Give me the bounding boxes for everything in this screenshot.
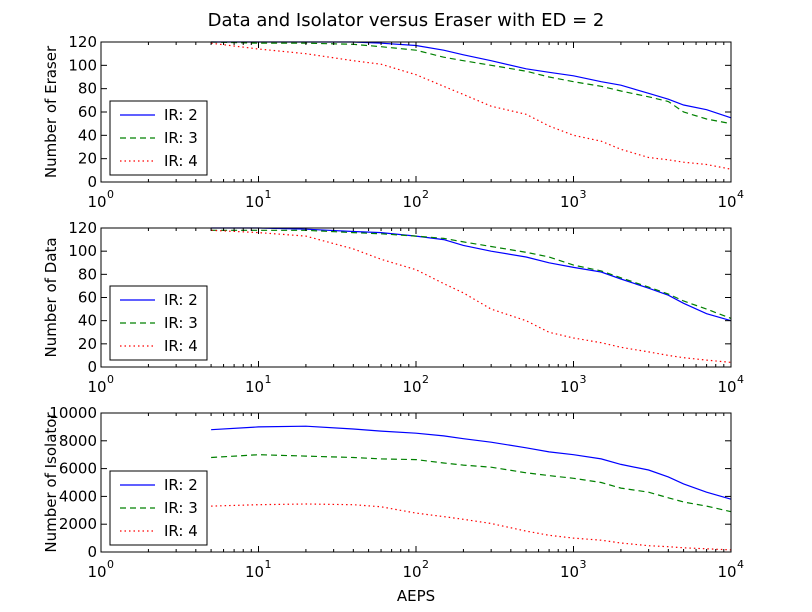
x-tick-exponent: 2 <box>422 558 429 571</box>
y-tick-label: 0 <box>87 358 97 376</box>
y-tick-label: 0 <box>87 173 97 191</box>
x-tick-exponent: 3 <box>580 188 587 201</box>
y-tick-label: 60 <box>78 289 97 307</box>
x-tick-label: 10 <box>402 563 421 581</box>
y-tick-label: 120 <box>68 219 97 237</box>
x-tick-label: 10 <box>87 563 106 581</box>
legend-label: IR: 2 <box>164 106 198 124</box>
y-tick-label: 80 <box>78 80 97 98</box>
y-tick-label: 40 <box>78 126 97 144</box>
x-tick-label: 10 <box>717 378 736 396</box>
x-tick-label: 10 <box>245 563 264 581</box>
y-axis-label: Number of Isolator <box>42 412 60 553</box>
x-tick-exponent: 1 <box>265 558 272 571</box>
legend: IR: 2 IR: 3 IR: 4 <box>109 100 208 176</box>
x-tick-exponent: 4 <box>737 188 744 201</box>
x-tick-exponent: 2 <box>422 373 429 386</box>
x-tick-label: 10 <box>717 563 736 581</box>
x-axis-label: AEPS <box>397 587 435 605</box>
legend-box <box>109 285 208 361</box>
y-tick-label: 0 <box>87 543 97 561</box>
legend-label: IR: 4 <box>164 522 198 540</box>
y-tick-label: 100 <box>68 56 97 74</box>
series-line-ir-3 <box>211 454 732 513</box>
series-line-ir-2 <box>211 425 732 500</box>
x-tick-label: 10 <box>717 193 736 211</box>
series-line-ir-4 <box>211 229 732 363</box>
y-axis-label: Number of Eraser <box>42 45 60 178</box>
y-tick-label: 60 <box>78 103 97 121</box>
y-tick-label: 80 <box>78 265 97 283</box>
series-line-ir-4 <box>211 503 732 551</box>
y-tick-label: 10000 <box>49 404 97 422</box>
legend-label: IR: 3 <box>164 129 198 147</box>
y-axis-label: Number of Data <box>42 237 60 357</box>
x-tick-exponent: 1 <box>265 188 272 201</box>
legend-label: IR: 3 <box>164 499 198 517</box>
x-tick-exponent: 2 <box>422 188 429 201</box>
y-tick-label: 120 <box>68 33 97 51</box>
legend-label: IR: 4 <box>164 152 198 170</box>
x-tick-label: 10 <box>245 193 264 211</box>
x-tick-label: 10 <box>560 378 579 396</box>
y-tick-label: 2000 <box>59 515 97 533</box>
x-tick-label: 10 <box>87 193 106 211</box>
x-tick-exponent: 4 <box>737 373 744 386</box>
y-tick-label: 4000 <box>59 487 97 505</box>
legend-label: IR: 3 <box>164 314 198 332</box>
legend-label: IR: 2 <box>164 291 198 309</box>
series-line-ir-3 <box>211 229 732 319</box>
series-line-ir-3 <box>211 41 732 125</box>
legend-label: IR: 2 <box>164 476 198 494</box>
x-tick-label: 10 <box>402 378 421 396</box>
x-tick-exponent: 3 <box>580 558 587 571</box>
y-tick-label: 6000 <box>59 460 97 478</box>
legend-label: IR: 4 <box>164 337 198 355</box>
x-tick-exponent: 3 <box>580 373 587 386</box>
chart-title: Data and Isolator versus Eraser with ED … <box>208 10 605 31</box>
x-tick-label: 10 <box>560 193 579 211</box>
x-tick-exponent: 0 <box>107 373 114 386</box>
y-tick-label: 100 <box>68 242 97 260</box>
x-tick-exponent: 1 <box>265 373 272 386</box>
x-tick-exponent: 0 <box>107 558 114 571</box>
series-line-ir-2 <box>211 227 732 322</box>
legend-box <box>109 100 208 176</box>
x-tick-label: 10 <box>560 563 579 581</box>
y-tick-label: 40 <box>78 312 97 330</box>
x-tick-label: 10 <box>245 378 264 396</box>
series-line-ir-2 <box>211 41 732 119</box>
legend: IR: 2 IR: 3 IR: 4 <box>109 285 208 361</box>
x-tick-exponent: 4 <box>737 558 744 571</box>
series-line-ir-4 <box>211 42 732 170</box>
x-tick-exponent: 0 <box>107 188 114 201</box>
y-tick-label: 8000 <box>59 432 97 450</box>
y-tick-label: 20 <box>78 150 97 168</box>
legend: IR: 2 IR: 3 IR: 4 <box>109 470 208 546</box>
x-tick-label: 10 <box>402 193 421 211</box>
y-tick-label: 20 <box>78 335 97 353</box>
x-tick-label: 10 <box>87 378 106 396</box>
legend-box <box>109 470 208 546</box>
